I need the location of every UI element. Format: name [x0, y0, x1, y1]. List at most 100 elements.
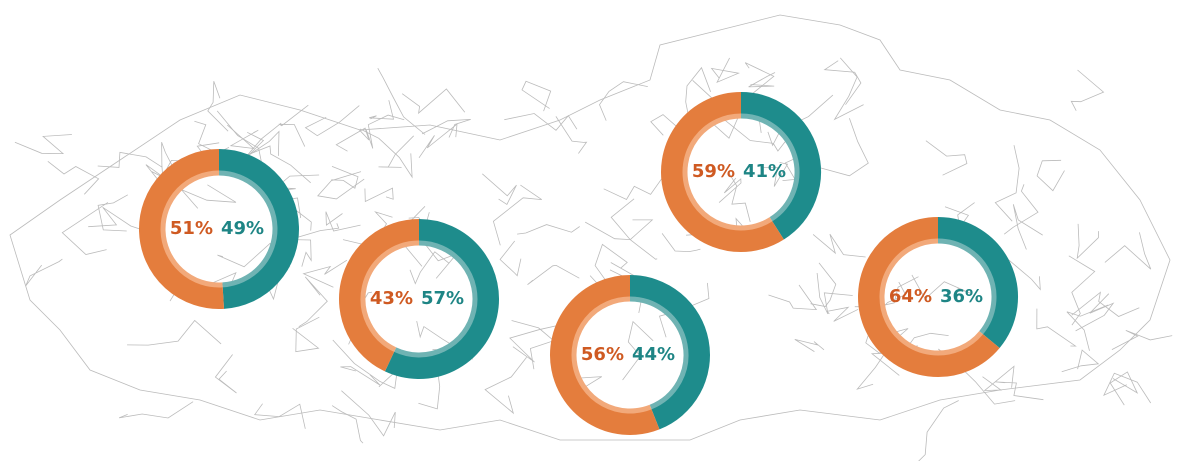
region-border [292, 316, 320, 353]
region-border [280, 239, 312, 267]
region-border [1068, 255, 1096, 326]
region-border [527, 264, 580, 286]
region-border [610, 198, 658, 260]
region-border [499, 240, 522, 277]
region-border [331, 166, 359, 189]
value-label: 41% [743, 161, 786, 182]
donut-segment [661, 92, 784, 252]
region-border [25, 258, 63, 287]
region-border [1076, 223, 1099, 260]
region-border [484, 356, 527, 415]
region-border [364, 187, 394, 203]
region-border [253, 403, 306, 429]
donut-inner-ring [218, 170, 278, 288]
value-label: 64% [889, 286, 932, 307]
region-border [88, 206, 148, 232]
region-border [340, 366, 381, 386]
region-border [603, 174, 665, 201]
region-border [768, 284, 818, 311]
region-border [925, 140, 968, 176]
region-border [325, 211, 361, 232]
region-border [369, 100, 395, 120]
donut-inner-ring [571, 296, 652, 414]
region-border [1066, 304, 1109, 351]
region-border [365, 114, 405, 149]
region-border [685, 66, 711, 124]
region-border [710, 57, 740, 83]
region-border [1070, 69, 1105, 111]
region-border [421, 119, 471, 138]
region-border [622, 320, 654, 381]
value-label: 49% [221, 218, 264, 239]
region-border [181, 184, 237, 209]
donut-inner-ring [937, 238, 997, 335]
donut-inner-ring [682, 113, 773, 231]
donut-segment [139, 149, 225, 309]
region-border [1036, 159, 1065, 192]
region-border [302, 259, 348, 288]
region-border [61, 202, 109, 255]
donut-inner-ring [629, 296, 689, 410]
region-border [298, 276, 328, 328]
region-border [97, 151, 163, 168]
region-border [317, 171, 365, 200]
region-border [97, 194, 128, 232]
region-border [118, 401, 194, 419]
region-border [995, 381, 1044, 401]
region-border [246, 145, 311, 184]
value-label: 59% [692, 161, 735, 182]
region-border [718, 177, 742, 203]
donut-segment [858, 217, 1000, 377]
region-border [720, 116, 786, 152]
donut-segment [740, 92, 821, 240]
donut-segment [629, 275, 710, 430]
value-label: 44% [632, 344, 675, 365]
donut-segment [339, 219, 420, 372]
region-border [14, 134, 72, 155]
region-border [1075, 293, 1115, 332]
region-border [214, 354, 237, 394]
region-border [304, 105, 360, 137]
region-border [555, 116, 588, 154]
region-border [728, 173, 751, 223]
region-border [482, 173, 517, 205]
region-border [810, 262, 837, 307]
region-border [341, 390, 396, 437]
region-border [409, 251, 450, 285]
donut-inner-ring [360, 240, 420, 352]
donut-segment [218, 149, 299, 309]
region-border [982, 365, 1015, 391]
region-border [833, 57, 864, 121]
region-border [335, 127, 370, 152]
region-border [994, 145, 1020, 222]
donut-inner-ring [740, 113, 800, 222]
value-label: 51% [170, 218, 213, 239]
region-border [227, 124, 259, 150]
region-border [492, 184, 542, 246]
region-border [748, 72, 776, 88]
region-border [1061, 349, 1100, 373]
region-border [594, 243, 628, 288]
region-border [1036, 308, 1077, 347]
region-border [509, 323, 565, 363]
region-border [401, 88, 466, 115]
region-border [47, 160, 100, 195]
region-border [378, 135, 414, 168]
region-border [1003, 184, 1039, 235]
region-border [826, 306, 859, 322]
region-border [599, 81, 648, 121]
region-border [812, 233, 866, 258]
value-label: 57% [421, 288, 464, 309]
region-border [661, 233, 701, 253]
donut-segment [384, 219, 499, 379]
region-border [820, 118, 869, 177]
region-border [918, 400, 959, 461]
region-border [127, 319, 222, 346]
region-border [331, 405, 364, 444]
value-label: 43% [370, 288, 413, 309]
region-border [823, 60, 862, 105]
donut-inner-ring [394, 240, 478, 358]
region-border [418, 123, 458, 159]
region-border [794, 339, 825, 352]
